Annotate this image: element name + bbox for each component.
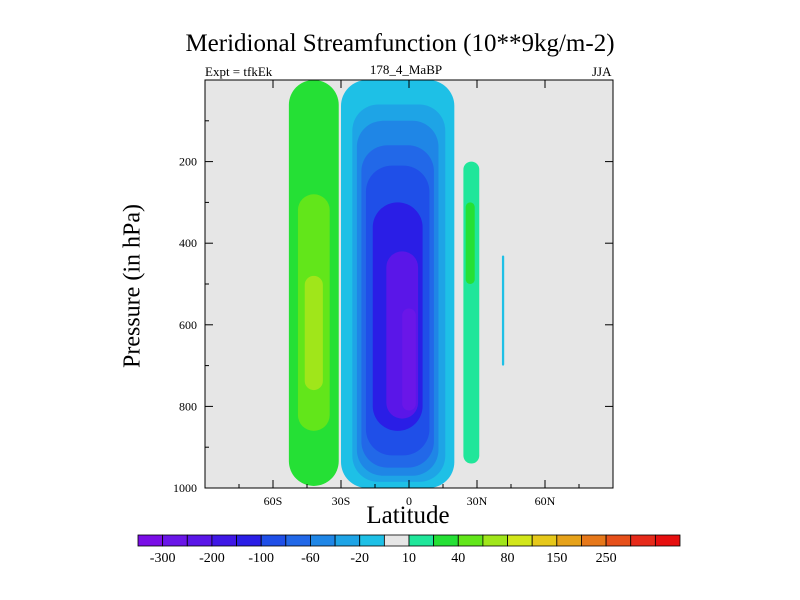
y-tick-label: 400 — [179, 236, 197, 250]
colorbar-swatch — [186, 534, 213, 547]
colorbar-swatch — [482, 534, 508, 547]
x-tick-label: 0 — [406, 494, 412, 508]
colorbar-label: 40 — [451, 551, 465, 566]
x-tick-label: 30N — [467, 494, 488, 508]
colorbar: -300 -200 -100 -60 -20 10 40 80 150 250 — [137, 534, 681, 566]
colorbar-swatch — [605, 534, 632, 547]
contour-field — [288, 80, 505, 488]
colorbar-label: -20 — [350, 551, 369, 566]
colorbar-label: 150 — [546, 551, 567, 566]
colorbar-swatch — [211, 534, 237, 547]
colorbar-swatch — [507, 534, 533, 547]
colorbar-swatch — [433, 534, 459, 547]
colorbar-swatch — [383, 534, 410, 547]
axes: 60S 30S 0 30N 60N 200 400 600 800 1000 — [173, 79, 614, 508]
y-tick-label: 1000 — [173, 481, 197, 495]
colorbar-swatch — [457, 534, 484, 547]
colorbar-label: 250 — [596, 551, 617, 566]
colorbar-swatch — [334, 534, 361, 547]
nh-cell-contour-level-2 — [465, 202, 475, 284]
colorbar-label: -200 — [199, 551, 225, 566]
colorbar-swatch — [408, 534, 435, 547]
hadley-cell-contour-level-8 — [402, 308, 416, 411]
experiment-label: Expt = tfkEk — [205, 64, 273, 79]
run-label: 178_4_MaBP — [369, 62, 443, 77]
colorbar-swatch — [556, 534, 582, 547]
colorbar-label: 10 — [402, 551, 416, 566]
sh-cell-contour-level-3 — [304, 275, 323, 391]
colorbar-swatch — [531, 534, 558, 547]
colorbar-swatch — [581, 534, 607, 547]
nh-cell-contour-level-3 — [501, 255, 505, 366]
y-tick-label: 600 — [179, 318, 197, 332]
y-tick-label: 200 — [179, 155, 197, 169]
chart-title: Meridional Streamfunction (10**9kg/m-2) — [185, 30, 615, 57]
y-tick-label: 800 — [179, 399, 197, 413]
colorbar-label: -100 — [248, 551, 274, 566]
colorbar-swatch — [654, 534, 681, 547]
colorbar-swatch — [310, 534, 336, 547]
colorbar-label: 80 — [501, 551, 515, 566]
x-axis-label: Latitude — [366, 502, 450, 529]
colorbar-label: -60 — [301, 551, 320, 566]
colorbar-swatch — [137, 534, 164, 547]
colorbar-swatch — [359, 534, 385, 547]
x-tick-label: 60N — [535, 494, 556, 508]
colorbar-label: -300 — [150, 551, 176, 566]
colorbar-swatch — [236, 534, 262, 547]
x-tick-label: 30S — [332, 494, 351, 508]
x-tick-label: 60S — [264, 494, 283, 508]
colorbar-swatch — [162, 534, 188, 547]
colorbar-swatch — [630, 534, 656, 547]
colorbar-swatch — [260, 534, 287, 547]
colorbar-swatch — [285, 534, 311, 547]
season-label: JJA — [592, 64, 612, 79]
